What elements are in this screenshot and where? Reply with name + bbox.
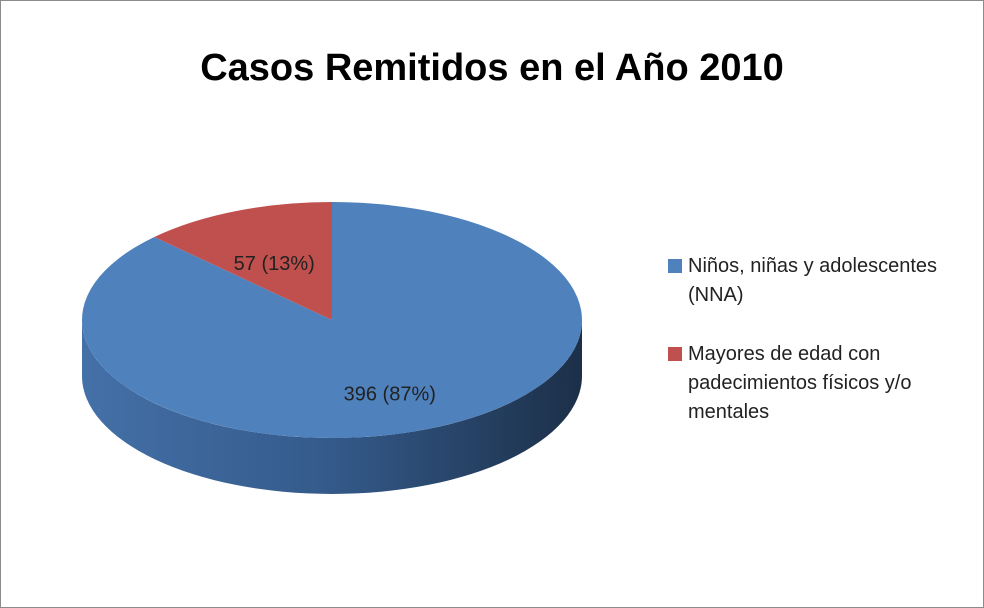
pie: 396 (87%) 57 (13%) xyxy=(82,202,583,494)
legend-swatch xyxy=(668,347,682,361)
legend-item: Mayores de edad con padecimientos físico… xyxy=(668,340,968,427)
pie-slice xyxy=(82,202,583,438)
chart-title: Casos Remitidos en el Año 2010 xyxy=(200,47,784,89)
legend-item: Niños, niñas y adolescentes (NNA) xyxy=(668,252,968,310)
legend-swatch xyxy=(668,259,682,273)
data-label: 57 (13%) xyxy=(234,253,315,275)
legend-label: Niños, niñas y adolescentes (NNA) xyxy=(688,255,938,306)
legend: Niños, niñas y adolescentes (NNA) Mayores… xyxy=(668,252,968,457)
pie-slice xyxy=(154,202,332,320)
pie-side xyxy=(82,320,582,494)
data-label: 396 (87%) xyxy=(344,384,436,406)
legend-label: Mayores de edad con padecimientos físico… xyxy=(688,343,912,423)
